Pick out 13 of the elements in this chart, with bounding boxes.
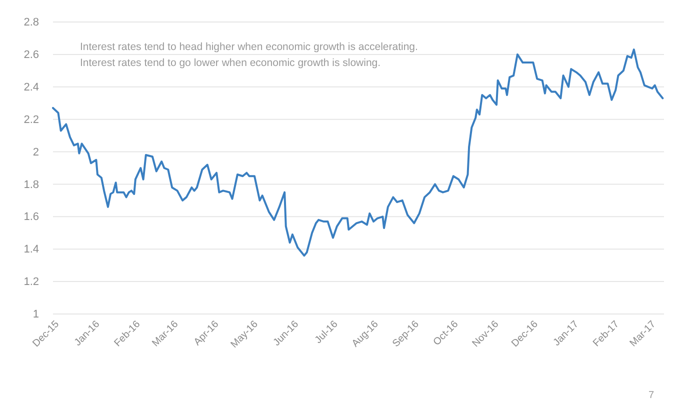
- y-tick-label: 1.4: [24, 244, 39, 256]
- y-tick-label: 1: [32, 308, 39, 321]
- y-tick-label: 1.8: [24, 178, 39, 191]
- annotation: Interest rates tend to go lower when economic growth is slowing.: [80, 57, 381, 69]
- y-tick-label: 2.4: [24, 81, 39, 94]
- y-tick-label: 2: [32, 146, 39, 158]
- y-tick-label: 2.2: [24, 114, 39, 126]
- text: 7: [648, 390, 654, 401]
- y-tick-label: 2.8: [24, 16, 39, 29]
- y-tick-label: 1.6: [24, 211, 39, 224]
- y-tick-label: 1.2: [24, 276, 39, 288]
- y-tick-label: 2.6: [24, 48, 39, 61]
- annotation: Interest rates tend to head higher when economic growth is accelerating.: [80, 41, 418, 53]
